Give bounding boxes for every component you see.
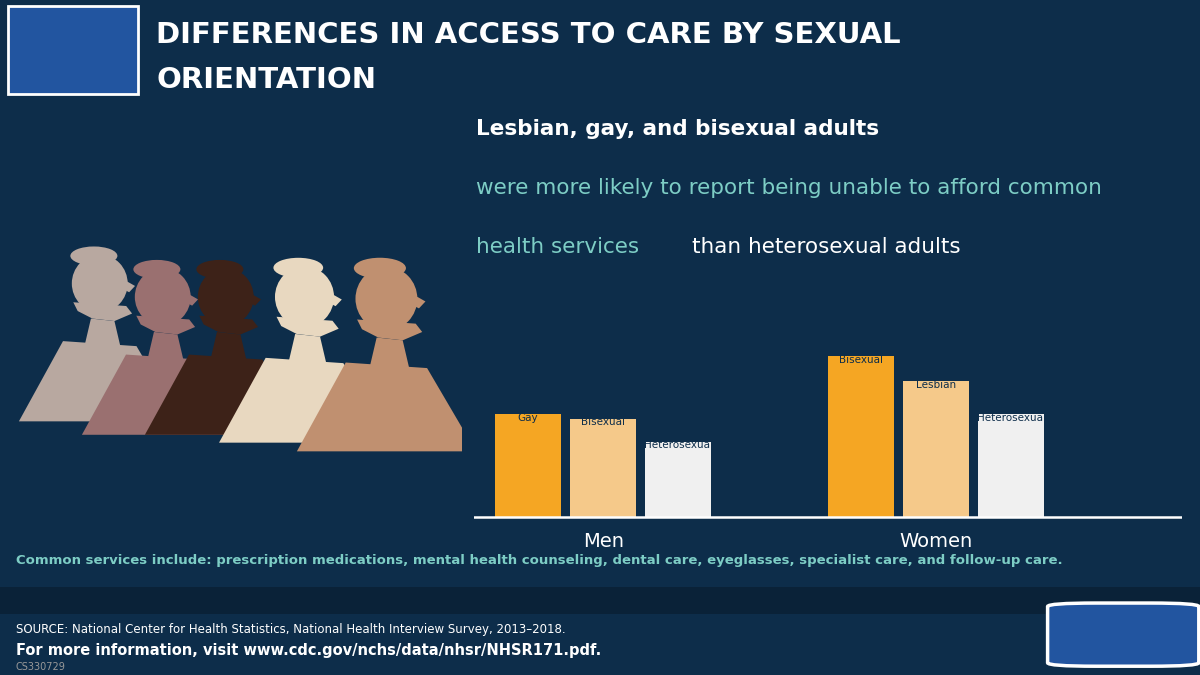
Text: Heterosexual: Heterosexual — [643, 441, 713, 450]
Ellipse shape — [354, 258, 406, 279]
Text: 18.7%: 18.7% — [985, 390, 1037, 406]
Ellipse shape — [198, 268, 253, 326]
Text: were more likely to report being unable to afford common: were more likely to report being unable … — [476, 178, 1103, 198]
Polygon shape — [73, 302, 132, 321]
Text: Bisexual: Bisexual — [839, 355, 883, 365]
Bar — [0, 587, 1200, 614]
Polygon shape — [137, 316, 196, 335]
Polygon shape — [211, 332, 246, 360]
Text: NCHS: NCHS — [12, 10, 134, 48]
Bar — [904, 381, 968, 517]
Text: DIFFERENCES IN ACCESS TO CARE BY SEXUAL: DIFFERENCES IN ACCESS TO CARE BY SEXUAL — [156, 21, 901, 49]
Text: Lesbian, gay, and bisexual adults: Lesbian, gay, and bisexual adults — [476, 119, 880, 139]
Bar — [570, 418, 636, 517]
Text: SOURCE: National Center for Health Statistics, National Health Interview Survey,: SOURCE: National Center for Health Stati… — [16, 623, 565, 636]
Polygon shape — [358, 319, 422, 340]
Text: National Center
for Health Statistics: National Center for Health Statistics — [25, 71, 121, 93]
Ellipse shape — [275, 267, 334, 327]
Text: Bisexual: Bisexual — [581, 417, 625, 427]
Polygon shape — [289, 334, 326, 363]
Ellipse shape — [134, 268, 191, 326]
Text: www.cdc.gov: www.cdc.gov — [1063, 626, 1183, 641]
Polygon shape — [370, 338, 409, 368]
Text: Heterosexual: Heterosexual — [977, 413, 1045, 423]
Polygon shape — [19, 341, 180, 421]
Text: For more information, visit www.cdc.gov/nchs/data/nhsr/NHSR171.pdf.: For more information, visit www.cdc.gov/… — [16, 643, 601, 658]
Text: Men: Men — [583, 532, 624, 551]
Ellipse shape — [274, 258, 323, 277]
Bar — [496, 414, 562, 517]
Polygon shape — [148, 332, 184, 360]
Text: 24.7%: 24.7% — [910, 358, 962, 373]
Text: 29.3%: 29.3% — [834, 332, 887, 347]
Text: 17.9%: 17.9% — [577, 395, 630, 410]
Ellipse shape — [72, 254, 127, 313]
Polygon shape — [82, 354, 244, 435]
Polygon shape — [296, 362, 476, 452]
Text: Lesbian: Lesbian — [916, 380, 956, 390]
Polygon shape — [220, 358, 390, 443]
Polygon shape — [276, 317, 338, 337]
Polygon shape — [145, 354, 307, 435]
Ellipse shape — [71, 246, 118, 265]
Polygon shape — [85, 319, 120, 346]
Text: ORIENTATION: ORIENTATION — [156, 66, 376, 94]
Text: 18.8%: 18.8% — [502, 390, 554, 405]
Ellipse shape — [355, 267, 418, 331]
Ellipse shape — [197, 260, 244, 279]
Text: CS330729: CS330729 — [16, 662, 66, 672]
Text: 13.7%: 13.7% — [652, 418, 704, 433]
Polygon shape — [328, 294, 342, 306]
Polygon shape — [410, 296, 426, 308]
Text: Gay: Gay — [518, 412, 539, 423]
Polygon shape — [122, 281, 136, 292]
Polygon shape — [185, 294, 198, 306]
Bar — [646, 441, 712, 517]
Ellipse shape — [133, 260, 180, 279]
FancyBboxPatch shape — [1048, 603, 1199, 666]
Text: health services: health services — [476, 238, 640, 257]
Text: Common services include: prescription medications, mental health counseling, den: Common services include: prescription me… — [16, 554, 1062, 567]
FancyBboxPatch shape — [8, 6, 138, 94]
Bar — [978, 414, 1044, 517]
Polygon shape — [199, 316, 258, 335]
Text: Women: Women — [899, 532, 972, 551]
Bar — [828, 356, 894, 517]
Polygon shape — [248, 294, 262, 306]
Text: than heterosexual adults: than heterosexual adults — [692, 238, 961, 257]
